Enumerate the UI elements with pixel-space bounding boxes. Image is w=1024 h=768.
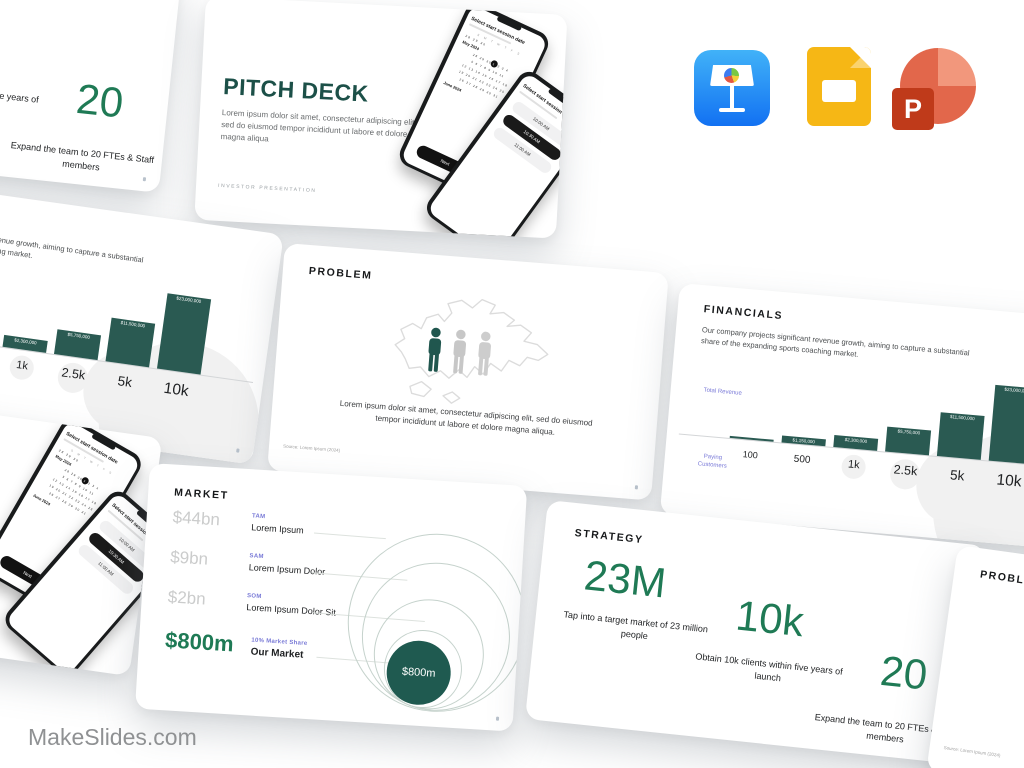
calendar-next-month-label: June 2024 — [442, 79, 463, 93]
bar-value-label: $5,750,000 — [67, 331, 91, 340]
stat-value: 10k — [733, 591, 806, 646]
connector-line — [313, 532, 386, 540]
slide-strategy: STRATEGY 23M Tap into a target market of… — [525, 500, 986, 765]
revenue-bar: $23,000,000 — [988, 384, 1024, 465]
slide-problem: PROBLEM — [267, 243, 669, 501]
stat-value: 10k — [0, 19, 28, 74]
powerpoint-letter: P — [892, 88, 934, 130]
market-row-som: $2bn — [167, 587, 206, 609]
people-icons — [423, 326, 496, 379]
revenue-bar: $11,500,000 — [105, 317, 156, 368]
market-tag: 10% Market Share — [251, 637, 308, 647]
source-note: Source: Lorem Ipsum (2024) — [943, 745, 1001, 758]
google-slides-fold-cut — [850, 47, 871, 68]
slide-title: PROBLEM — [979, 568, 1024, 590]
stat-caption: Obtain 10k clients within five years of … — [694, 651, 844, 683]
revenue-bar: $11,500,000 — [936, 412, 985, 460]
slide-title: PROBLEM — [308, 264, 373, 282]
slide-body: Our company projects significant revenue… — [0, 218, 145, 265]
slide-financials: FINANCIALS Our company projects signific… — [659, 283, 1024, 552]
market-label: Our Market — [250, 646, 304, 661]
slide-title: FINANCIALS — [703, 303, 784, 323]
page-number — [634, 485, 639, 490]
market-value: $2bn — [167, 587, 207, 609]
slide-title: PITCH DECK — [222, 73, 370, 107]
market-row-sam: $9bn — [170, 547, 209, 569]
google-slides-icon — [807, 47, 871, 126]
stat-caption: Expand the team to 20 FTEs & Staff membe… — [10, 140, 155, 173]
bar-value-label: $5,750,000 — [897, 428, 921, 436]
market-label: Lorem Ipsum Dolor — [248, 562, 326, 577]
bar-value-label: $2,300,000 — [844, 436, 868, 444]
slide-title: MARKET — [173, 486, 230, 502]
x-axis-label: Paying Customers — [697, 453, 727, 470]
bar-value-label: $11,500,000 — [120, 320, 146, 329]
slide-title: STRATEGY — [574, 527, 645, 547]
slide-body: Lorem ipsum dolor sit amet, consectetur … — [220, 107, 417, 144]
person-icon-gray — [478, 331, 491, 376]
bar-value-label: $23,000,000 — [176, 295, 202, 304]
revenue-bar: $5,750,000 — [885, 426, 932, 456]
market-value: $44bn — [172, 507, 221, 530]
powerpoint-icon: P — [892, 46, 978, 132]
stat-value: 23M — [582, 551, 669, 607]
slide-strategy-top-left-partial: STRATEGY 23M Tap into a target market of… — [0, 0, 182, 193]
keynote-icon — [694, 50, 770, 126]
market-tag: SAM — [249, 553, 264, 561]
person-icon-gray — [453, 329, 467, 374]
makeslides-watermark: MakeSlides.com — [28, 724, 197, 750]
slide-footer: INVESTOR PRESENTATION — [217, 182, 317, 195]
market-tag: TAM — [251, 513, 266, 521]
google-slides-frame — [822, 80, 856, 102]
source-note: Source: Lorem Ipsum (2024) — [282, 443, 341, 453]
slide-body: Our company projects significant revenue… — [700, 325, 970, 359]
market-value-highlight: $800m — [164, 627, 235, 657]
y-axis-label: Total Revenue — [703, 387, 743, 397]
market-tag: SOM — [246, 593, 262, 601]
stat-caption: Tap into a target market of 23 million p… — [563, 609, 709, 641]
market-label: Lorem Ipsum — [250, 522, 305, 536]
market-value: $9bn — [169, 547, 209, 569]
page-number — [495, 716, 500, 721]
keynote-pie-chart — [724, 68, 739, 83]
keynote-base — [719, 108, 745, 112]
page-number — [142, 177, 147, 182]
market-row-tam: $44bn — [172, 508, 220, 531]
stat-value: 20 — [74, 74, 126, 127]
slide-pitch-deck: PITCH DECK Lorem ipsum dolor sit amet, c… — [194, 0, 568, 239]
hong-kong-map — [394, 298, 549, 404]
slide-market: MARKET $44bn TAM Lorem Ipsum $9bn SAM Lo… — [134, 463, 528, 732]
market-row-our-market: $800m — [164, 627, 234, 657]
bar-value-label: $2,300,000 — [13, 337, 37, 346]
bar-value-label: $23,000,000 — [1004, 386, 1024, 394]
keynote-stand — [730, 86, 734, 109]
person-icon-filled — [428, 327, 442, 372]
bar-value-label: $11,500,000 — [949, 414, 975, 422]
page-number — [236, 448, 240, 453]
market-label: Lorem Ipsum Dolor Sit — [246, 602, 337, 618]
